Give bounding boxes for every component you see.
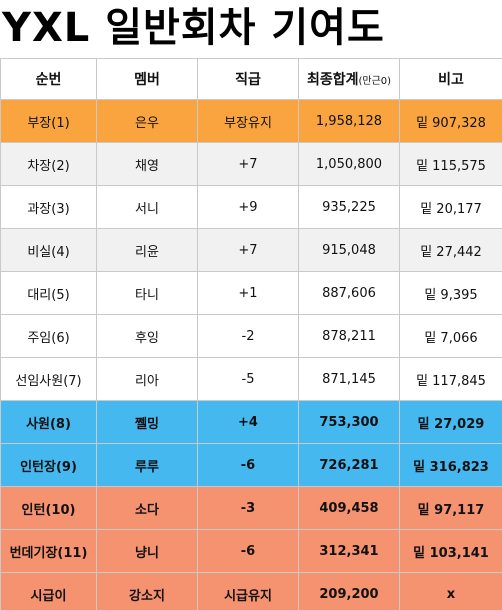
table-header-row: 순번 멤버 직급 최종합계(만근0) 비고 xyxy=(0,58,502,100)
cell-note: x xyxy=(399,572,502,610)
cell-note: 밑 103,141 xyxy=(399,529,502,573)
cell-note: 밑 907,328 xyxy=(399,99,502,143)
cell-rank: 과장(3) xyxy=(0,185,97,229)
cell-position: 시급유지 xyxy=(197,572,299,610)
cell-note: 밑 7,066 xyxy=(399,314,502,358)
cell-position: 부장유지 xyxy=(197,99,299,143)
cell-total: 209,200 xyxy=(298,572,400,610)
header-total-label: 최종합계 xyxy=(306,72,359,88)
table-row: 과장(3) 서니 +9 935,225 밑 20,177 xyxy=(0,185,502,229)
cell-position: +7 xyxy=(197,142,299,186)
cell-position: -6 xyxy=(197,443,299,487)
cell-total: 409,458 xyxy=(298,486,400,530)
cell-rank: 번데기장(11) xyxy=(0,529,97,573)
cell-position: -5 xyxy=(197,357,299,401)
cell-member: 채영 xyxy=(96,142,198,186)
table-row: 비실(4) 리윤 +7 915,048 밑 27,442 xyxy=(0,228,502,272)
cell-member: 냥니 xyxy=(96,529,198,573)
cell-note: 밑 316,823 xyxy=(399,443,502,487)
cell-note: 밑 97,117 xyxy=(399,486,502,530)
cell-total: 915,048 xyxy=(298,228,400,272)
cell-total: 1,958,128 xyxy=(298,99,400,143)
table-row: 인턴장(9) 루루 -6 726,281 밑 316,823 xyxy=(0,443,502,487)
table-row: 시급이 강소지 시급유지 209,200 x xyxy=(0,572,502,610)
cell-note: 밑 9,395 xyxy=(399,271,502,315)
cell-position: -6 xyxy=(197,529,299,573)
cell-note: 밑 20,177 xyxy=(399,185,502,229)
header-total: 최종합계(만근0) xyxy=(298,58,400,100)
cell-member: 서니 xyxy=(96,185,198,229)
cell-rank: 비실(4) xyxy=(0,228,97,272)
cell-rank: 차장(2) xyxy=(0,142,97,186)
header-position: 직급 xyxy=(197,58,299,100)
cell-member: 타니 xyxy=(96,271,198,315)
cell-member: 소다 xyxy=(96,486,198,530)
cell-position: +7 xyxy=(197,228,299,272)
cell-position: +1 xyxy=(197,271,299,315)
header-rank: 순번 xyxy=(0,58,97,100)
cell-note: 밑 27,442 xyxy=(399,228,502,272)
cell-member: 루루 xyxy=(96,443,198,487)
cell-rank: 사원(8) xyxy=(0,400,97,444)
cell-member: 리아 xyxy=(96,357,198,401)
header-total-unit: (만근0) xyxy=(358,76,392,87)
cell-total: 871,145 xyxy=(298,357,400,401)
cell-rank: 시급이 xyxy=(0,572,97,610)
cell-position: +9 xyxy=(197,185,299,229)
contribution-table: 순번 멤버 직급 최종합계(만근0) 비고 부장(1) 은우 부장유지 1,95… xyxy=(0,58,502,610)
cell-total: 753,300 xyxy=(298,400,400,444)
cell-rank: 부장(1) xyxy=(0,99,97,143)
cell-position: -3 xyxy=(197,486,299,530)
cell-rank: 선임사원(7) xyxy=(0,357,97,401)
table-row: 번데기장(11) 냥니 -6 312,341 밑 103,141 xyxy=(0,529,502,573)
table-row: 주임(6) 후잉 -2 878,211 밑 7,066 xyxy=(0,314,502,358)
header-note: 비고 xyxy=(399,58,502,100)
cell-member: 쩰밍 xyxy=(96,400,198,444)
cell-member: 리윤 xyxy=(96,228,198,272)
cell-note: 밑 27,029 xyxy=(399,400,502,444)
cell-total: 1,050,800 xyxy=(298,142,400,186)
table-row: 인턴(10) 소다 -3 409,458 밑 97,117 xyxy=(0,486,502,530)
cell-position: -2 xyxy=(197,314,299,358)
table-row: 선임사원(7) 리아 -5 871,145 밑 117,845 xyxy=(0,357,502,401)
page-title: YXL 일반회차 기여도 xyxy=(2,5,385,51)
table-body: 부장(1) 은우 부장유지 1,958,128 밑 907,328 차장(2) … xyxy=(0,99,502,610)
cell-total: 726,281 xyxy=(298,443,400,487)
header-member: 멤버 xyxy=(96,58,198,100)
cell-rank: 인턴장(9) xyxy=(0,443,97,487)
cell-position: +4 xyxy=(197,400,299,444)
table-row: 부장(1) 은우 부장유지 1,958,128 밑 907,328 xyxy=(0,99,502,143)
cell-rank: 인턴(10) xyxy=(0,486,97,530)
cell-member: 은우 xyxy=(96,99,198,143)
cell-member: 강소지 xyxy=(96,572,198,610)
cell-rank: 주임(6) xyxy=(0,314,97,358)
table-row: 사원(8) 쩰밍 +4 753,300 밑 27,029 xyxy=(0,400,502,444)
cell-member: 후잉 xyxy=(96,314,198,358)
cell-total: 312,341 xyxy=(298,529,400,573)
cell-total: 878,211 xyxy=(298,314,400,358)
cell-rank: 대리(5) xyxy=(0,271,97,315)
cell-note: 밑 117,845 xyxy=(399,357,502,401)
table-row: 차장(2) 채영 +7 1,050,800 밑 115,575 xyxy=(0,142,502,186)
cell-total: 887,606 xyxy=(298,271,400,315)
cell-note: 밑 115,575 xyxy=(399,142,502,186)
table-row: 대리(5) 타니 +1 887,606 밑 9,395 xyxy=(0,271,502,315)
cell-total: 935,225 xyxy=(298,185,400,229)
